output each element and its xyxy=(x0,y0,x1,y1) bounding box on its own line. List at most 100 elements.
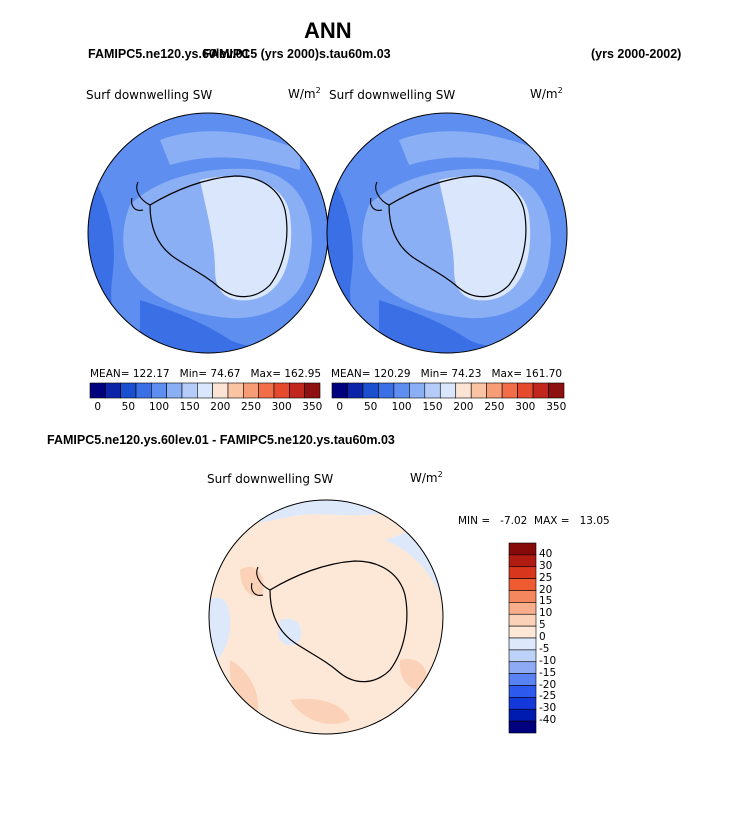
panel3-colorbar-tick-label: -40 xyxy=(539,714,557,727)
panel3-colorbar-tick-label: -20 xyxy=(539,678,557,691)
panel2-mean: 120.29 xyxy=(373,368,411,380)
panel1-colorbar-tick-label: 50 xyxy=(121,401,136,413)
panel1-units-sup: 2 xyxy=(315,86,321,95)
panel1-colorbar-swatch xyxy=(289,382,305,399)
panel2-max-label: Max= xyxy=(491,368,523,380)
panel3-colorbar-tick-label: 25 xyxy=(539,571,553,584)
panel3-map xyxy=(209,500,443,734)
panel2-peninsula xyxy=(370,181,390,211)
panel1-map xyxy=(88,113,328,353)
panel3-max-label: MAX = xyxy=(534,515,570,527)
case-name-overlay: FAMIPC5 (yrs 2000)s.tau60m.03 xyxy=(203,47,391,61)
panel1-colorbar-swatch xyxy=(243,382,259,399)
panel1-colorbar-swatch xyxy=(181,382,198,399)
panel2-colorbar-swatch xyxy=(470,382,487,399)
panel2-map xyxy=(327,113,567,353)
panel3-colorbar-tick-label: -15 xyxy=(539,666,557,679)
panel1-colorbar-swatch xyxy=(197,382,213,399)
panel1-mean: 122.17 xyxy=(132,368,170,380)
panel3-colorbar-tick-label: -10 xyxy=(539,654,557,667)
panel2-colorbar-swatch xyxy=(362,382,379,399)
panel2-colorbar-swatch xyxy=(424,382,441,399)
panel2-colorbar xyxy=(331,382,565,399)
panel2-colorbar-tick-label: 50 xyxy=(363,401,378,413)
panel2-colorbar-tick-label: 200 xyxy=(453,401,474,413)
panel3-colorbar-tick-label: -25 xyxy=(539,690,557,703)
panel3-field-pos3 xyxy=(240,566,264,597)
panel3-colorbar-swatch xyxy=(508,708,537,722)
panel3-colorbar-tick-label: 10 xyxy=(539,607,553,620)
panel2-colorbar-tick-label: 150 xyxy=(422,401,443,413)
panel2-max: 161.70 xyxy=(525,368,563,380)
panel2-field-south-low xyxy=(379,300,567,353)
panel1-colorbar-swatch xyxy=(304,382,321,399)
panel3-stats: MIN = -7.02 MAX = 13.05 xyxy=(458,515,610,527)
years-label: (yrs 2000-2002) xyxy=(591,47,682,61)
panel1-colorbar-swatch xyxy=(273,382,290,399)
panel2-colorbar-swatch xyxy=(393,382,410,399)
panel3-colorbar-tick-label: -30 xyxy=(539,702,557,715)
panel1-peninsula xyxy=(131,181,151,211)
panel2-colorbar-swatch xyxy=(532,382,549,399)
panel2-colorbar-swatch xyxy=(548,382,565,399)
panel2-colorbar-tick-label: 100 xyxy=(391,401,412,413)
panel3-field-pos4 xyxy=(399,659,428,691)
panel3-colorbar-swatch xyxy=(508,673,537,686)
panel3-colorbar-swatch xyxy=(508,661,537,674)
panel1-colorbar-swatch xyxy=(151,382,167,399)
panel2-field-north-band xyxy=(399,131,539,170)
panel3-colorbar-swatch xyxy=(508,649,537,663)
panel2-title: Surf downwelling SW xyxy=(329,88,456,102)
panel2-colorbar-swatch xyxy=(439,382,457,399)
panel3-min: -7.02 xyxy=(500,515,528,527)
panel1-colorbar-swatch xyxy=(166,382,183,399)
panel2-min-label: Min= xyxy=(420,368,449,380)
panel1-colorbar-tick-label: 350 xyxy=(302,401,323,413)
panel3-colorbar-swatch xyxy=(508,590,537,603)
panel2-map-border xyxy=(326,112,568,354)
panel3-colorbar-swatch xyxy=(508,554,537,568)
panel3-colorbar-tick-label: -5 xyxy=(539,642,550,655)
panel2-colorbar-tick-label: 350 xyxy=(546,401,567,413)
panel1-colorbar-tick-label: 250 xyxy=(240,401,262,413)
panel3-min-label: MIN = xyxy=(458,515,491,527)
panel3-coastline xyxy=(269,560,408,683)
panel2-colorbar-tick-label: 0 xyxy=(336,401,344,413)
panel2-colorbar-swatch xyxy=(347,382,364,399)
panel3-colorbar-swatch xyxy=(508,542,537,556)
panel1-colorbar-tick-label: 200 xyxy=(210,401,231,413)
panel3-colorbar-swatch xyxy=(508,566,537,579)
case-name-left: FAMIPC5.ne120.ys.60lev.01 xyxy=(88,47,250,61)
panel1-coastline xyxy=(149,175,288,298)
panel2-mean-label: MEAN= xyxy=(331,368,371,380)
panel3-colorbar-swatch xyxy=(508,697,537,710)
diff-title: FAMIPC5.ne120.ys.60lev.01 - FAMIPC5.ne12… xyxy=(47,433,395,447)
panel2-colorbar-swatch xyxy=(331,382,348,399)
panel1-colorbar-swatch xyxy=(120,382,137,399)
panel2-min: 74.23 xyxy=(451,368,482,380)
panel3-colorbar-swatch xyxy=(508,602,537,615)
panel3-colorbar-swatch xyxy=(508,685,537,698)
panel1-units-text: W/m xyxy=(288,87,316,101)
panel1-stats: MEAN= 122.17 Min= 74.67 Max= 162.95 xyxy=(90,368,321,380)
panel1-colorbar-tick-label: 0 xyxy=(94,401,101,413)
panel3-units-sup: 2 xyxy=(437,470,443,479)
panel3-field-pos2 xyxy=(290,698,350,724)
panel1-field-plateau xyxy=(200,176,292,301)
panel3-field-ross-neg xyxy=(278,618,302,646)
panel1-colorbar-swatch xyxy=(135,382,152,399)
panel2-colorbar-swatch xyxy=(378,382,395,399)
panel3-peninsula xyxy=(251,566,271,596)
panel3-field-west-neg xyxy=(209,597,231,662)
panel1-colorbar-swatch xyxy=(89,382,106,399)
panel2-colorbar-swatch xyxy=(409,382,426,399)
panel1-colorbar xyxy=(89,382,321,399)
panel3-colorbar-tick-label: 0 xyxy=(539,631,546,643)
panel1-field-south-low xyxy=(140,300,328,353)
panel2-units-sup: 2 xyxy=(557,86,563,95)
panel2-colorbar-swatch xyxy=(455,382,472,399)
panel1-min: 74.67 xyxy=(210,368,241,380)
page-title: ANN xyxy=(304,18,352,43)
panel2-field-plateau xyxy=(439,176,531,301)
